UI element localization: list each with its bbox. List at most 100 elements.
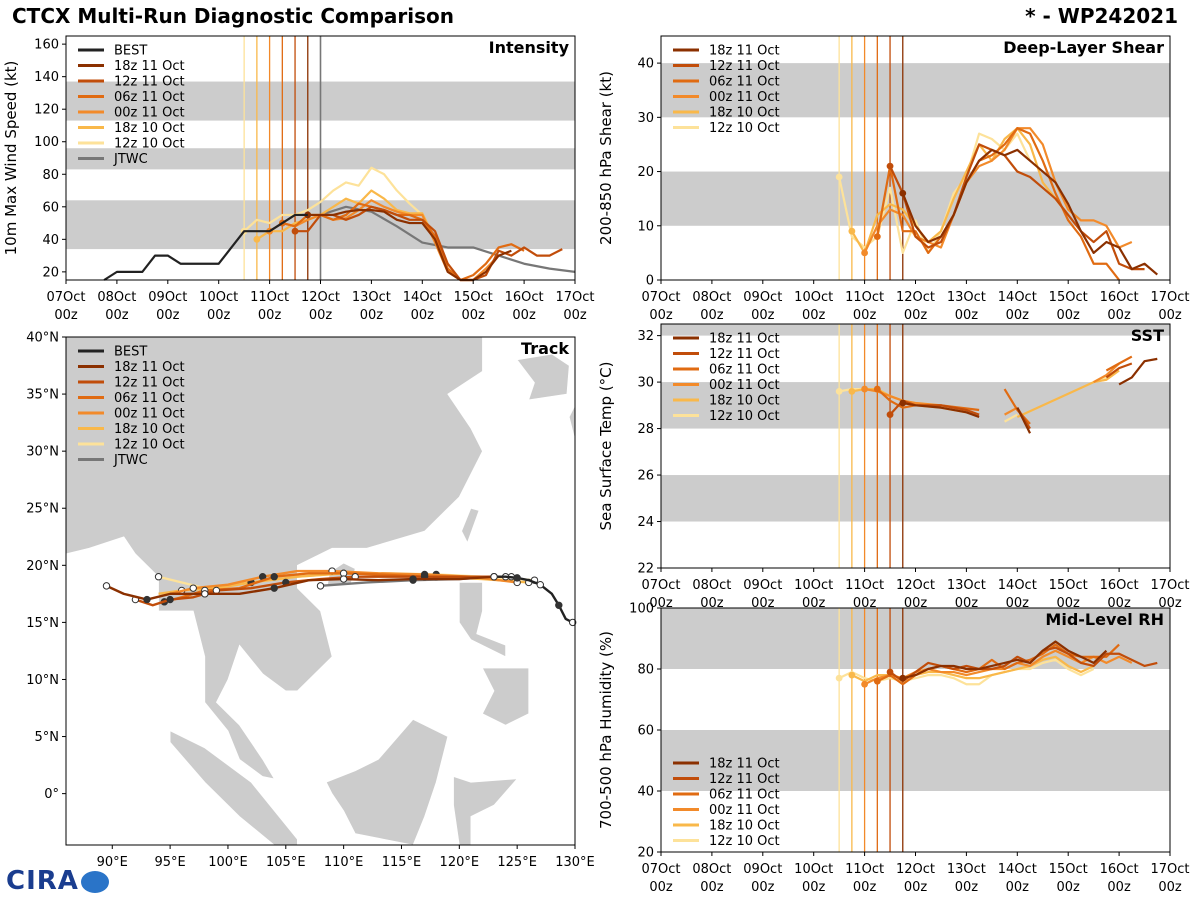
x-tick-label: 00z bbox=[258, 308, 282, 323]
shading-band bbox=[661, 475, 1170, 522]
x-tick-label: 00z bbox=[853, 596, 877, 611]
legend-label: 18z 10 Oct bbox=[114, 422, 185, 437]
init-point bbox=[253, 235, 261, 243]
land-mass-4 bbox=[458, 582, 506, 658]
track-point bbox=[166, 595, 174, 604]
y-tick-label: 30°N bbox=[26, 445, 59, 460]
series-line bbox=[901, 148, 1158, 276]
x-tick-label: 00z bbox=[955, 880, 979, 895]
cira-swirl-icon bbox=[80, 870, 109, 893]
series-line bbox=[902, 401, 980, 418]
series-00z-11-oct bbox=[861, 127, 1133, 257]
x-tick-label: 00z bbox=[700, 880, 724, 895]
series-line bbox=[295, 205, 563, 282]
track-point bbox=[143, 595, 151, 604]
series-line bbox=[1016, 369, 1120, 418]
x-tick-label: 08Oct bbox=[692, 290, 731, 305]
x-tick-label: 00z bbox=[904, 596, 928, 611]
x-tick-label: 10Oct bbox=[199, 290, 238, 305]
legend-label: 00z 11 Oct bbox=[114, 106, 185, 121]
x-tick-label: 08Oct bbox=[692, 862, 731, 877]
init-point bbox=[873, 385, 881, 393]
init-point bbox=[835, 674, 843, 682]
y-tick-label: 10 bbox=[637, 219, 654, 234]
x-tick-label: 00z bbox=[1107, 308, 1131, 323]
legend-label: 00z 11 Oct bbox=[709, 378, 780, 393]
x-tick-label: 15Oct bbox=[1049, 290, 1088, 305]
x-tick-label: 00z bbox=[700, 596, 724, 611]
x-tick-label: 11Oct bbox=[250, 290, 289, 305]
x-tick-label: 00z bbox=[1006, 308, 1030, 323]
legend-label: 18z 11 Oct bbox=[709, 757, 780, 772]
y-axis-label: 200-850 hPa Shear (kt) bbox=[597, 71, 615, 245]
series-18z-11-oct bbox=[899, 640, 1108, 682]
y-tick-label: 20 bbox=[42, 265, 59, 280]
init-point bbox=[848, 227, 856, 235]
x-tick-label: 17Oct bbox=[1150, 578, 1189, 593]
init-point bbox=[873, 233, 881, 241]
x-tick-label: 12Oct bbox=[896, 290, 935, 305]
chart-shear: 0 10 20 30 40 07Oct 00z 08Oct 00z 09Oct 00z 10Oct 00… bbox=[597, 35, 1190, 323]
series-line bbox=[1105, 355, 1133, 372]
track-point bbox=[201, 590, 209, 598]
x-tick-label: 15Oct bbox=[454, 290, 493, 305]
shading-band bbox=[661, 324, 1170, 336]
x-tick-label: 07Oct bbox=[641, 290, 680, 305]
land-mass-2 bbox=[325, 718, 449, 846]
shading-band bbox=[661, 63, 1170, 118]
x-tick-label: 10Oct bbox=[794, 290, 833, 305]
series-06z-11-oct bbox=[873, 127, 1120, 281]
legend-label: 12z 11 Oct bbox=[709, 347, 780, 362]
legend-label: 18z 10 Oct bbox=[709, 394, 780, 409]
y-tick-label: 40°N bbox=[26, 331, 59, 346]
y-tick-label: 40 bbox=[637, 57, 654, 72]
x-tick-label: 00z bbox=[411, 308, 435, 323]
plot-frame bbox=[65, 336, 576, 846]
series-line bbox=[902, 640, 1108, 680]
page-title: CTCX Multi-Run Diagnostic Comparison bbox=[12, 4, 454, 28]
legend-label: 12z 11 Oct bbox=[709, 772, 780, 787]
y-axis-label: Sea Surface Temp (°C) bbox=[597, 361, 615, 530]
x-tick-label: 00z bbox=[1057, 880, 1081, 895]
land-mass-5 bbox=[481, 667, 530, 726]
legend-label: 18z 11 Oct bbox=[709, 332, 780, 347]
x-tick-label: 00z bbox=[1158, 308, 1182, 323]
y-tick-label: 30 bbox=[637, 376, 654, 391]
x-tick-label: 13Oct bbox=[947, 862, 986, 877]
x-tick-label: 00z bbox=[649, 596, 673, 611]
x-tick-label: 00z bbox=[751, 308, 775, 323]
series-line bbox=[1093, 362, 1120, 384]
x-tick-label: 17Oct bbox=[1150, 290, 1189, 305]
legend-label: JTWC bbox=[113, 453, 148, 468]
x-tick-label: 00z bbox=[853, 880, 877, 895]
init-point bbox=[899, 189, 907, 197]
x-tick-label: 13Oct bbox=[947, 578, 986, 593]
legend-label: BEST bbox=[114, 44, 147, 59]
init-point bbox=[861, 385, 868, 393]
y-tick-label: 25°N bbox=[26, 502, 59, 517]
track-point bbox=[339, 575, 348, 583]
series-line bbox=[243, 166, 437, 240]
x-tick-label: 16Oct bbox=[505, 290, 544, 305]
x-tick-label: 130°E bbox=[555, 855, 595, 870]
x-tick-label: 115°E bbox=[382, 855, 422, 870]
init-point bbox=[861, 249, 868, 257]
init-point bbox=[873, 677, 881, 685]
y-tick-label: 20 bbox=[637, 846, 654, 861]
x-tick-label: 95°E bbox=[154, 855, 185, 870]
x-tick-label: 09Oct bbox=[743, 290, 782, 305]
y-tick-label: 40 bbox=[637, 785, 654, 800]
x-tick-label: 00z bbox=[649, 880, 673, 895]
y-tick-label: 20 bbox=[637, 165, 654, 180]
x-tick-label: 09Oct bbox=[148, 290, 187, 305]
chart-rh: 20 40 60 80 100 07Oct 00z 08Oct 00z 09Oct 00z 10Oct… bbox=[597, 602, 1190, 896]
legend-label: 18z 10 Oct bbox=[709, 106, 780, 121]
x-tick-label: 00z bbox=[156, 308, 180, 323]
y-tick-label: 5°N bbox=[35, 730, 60, 745]
y-tick-label: 40 bbox=[42, 233, 59, 248]
series-line bbox=[889, 143, 1145, 271]
init-point bbox=[848, 387, 856, 395]
x-tick-label: 15Oct bbox=[1049, 862, 1088, 877]
